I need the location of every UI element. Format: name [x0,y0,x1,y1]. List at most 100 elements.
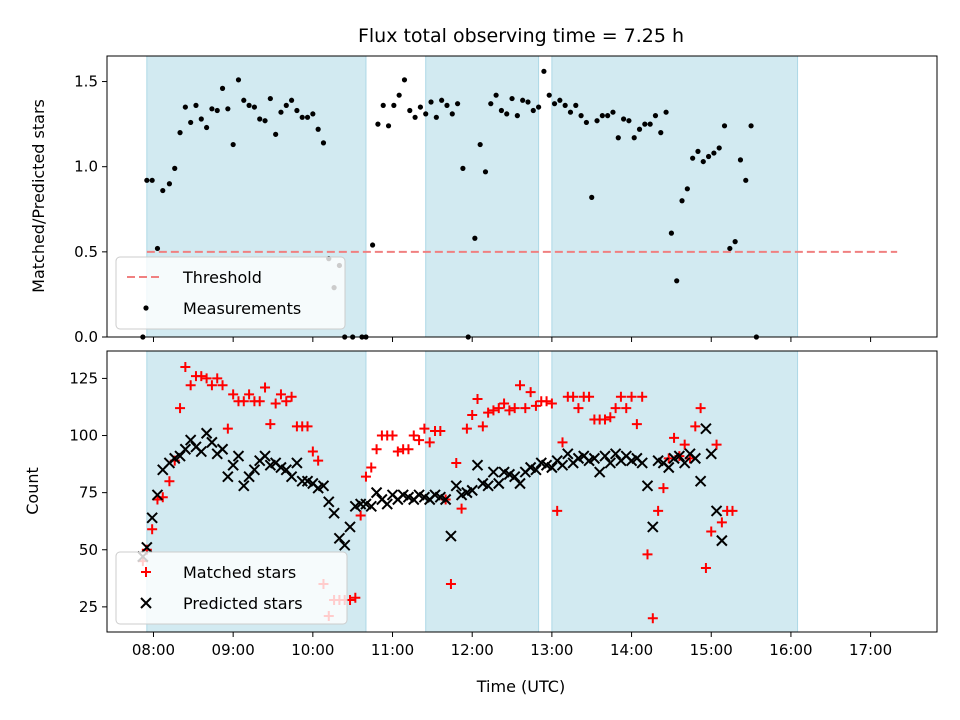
matched-star-point [244,389,255,400]
matched-star-point [164,476,175,487]
matched-star-point [690,421,701,432]
measurement-point [214,107,220,114]
legend: Matched stars Predicted stars [115,551,348,625]
matched-star-point [573,403,584,414]
predicted-star-point [471,459,484,471]
measurement-point [477,141,483,148]
matched-star-point [360,471,371,482]
measurement-point [578,113,584,119]
predicted-star-point [200,427,213,439]
predicted-star-point [445,530,457,542]
measurement-point [530,107,536,114]
predicted-star-point [514,477,526,490]
predicted-star-point [482,480,494,492]
measurement-point [396,92,402,98]
legend-label: Predicted stars [183,594,303,613]
predicted-star-point [206,436,218,449]
predicted-star-point [232,450,245,462]
matched-star-point [371,444,382,455]
predicted-star-point [328,507,340,519]
matched-star-point [621,403,632,414]
matched-star-point [387,430,398,441]
predicted-star-point [562,448,574,460]
predicted-star-point [381,498,393,510]
measurement-point [636,126,643,132]
matched-star-point [546,398,557,409]
predicted-star-point [599,450,611,462]
x-tick-label: 16:00 [769,641,812,659]
predicted-star-point [195,445,207,458]
matched-star-point [477,421,488,432]
predicted-star-point [546,461,558,474]
measurement-point [589,194,595,200]
matched-star-point [520,403,531,414]
predicted-star-point [280,464,292,476]
matched-star-point [716,517,727,528]
top-y-axis-label: Matched/Predicted stars [29,99,48,293]
matched-star-point [222,423,233,434]
matched-star-point [435,425,446,436]
y-tick-label: 100 [69,427,98,445]
measurement-point [428,99,434,105]
measurement-point [417,104,424,110]
matched-star-point [265,419,276,430]
matched-star-point [175,403,186,414]
matched-star-point [403,444,414,455]
measurement-point [257,116,263,122]
legend-box [115,551,348,625]
measurement-point [401,77,408,83]
predicted-star-point [694,475,707,487]
observing-interval-span [425,350,540,633]
y-tick-label: 75 [79,484,98,502]
predicted-star-point [604,457,617,469]
predicted-star-point [710,505,723,517]
matched-star-point [700,563,711,574]
measurement-point [536,104,542,110]
predicted-star-point [216,443,229,455]
predicted-star-point [609,448,622,460]
measurement-point [700,158,706,165]
predicted-star-point [678,457,691,469]
matched-star-point [445,579,456,590]
matched-star-point [541,396,552,407]
measurement-point [246,102,252,108]
measurement-point [172,165,178,171]
y-tick-label: 0.0 [74,328,98,346]
measurement-point [149,177,155,183]
matched-star-point [509,403,520,414]
measurement-point [690,155,696,161]
measurement-point [748,123,754,129]
matched-star-point [727,505,738,516]
predicted-star-point [344,521,356,533]
matched-star-point [424,437,435,448]
measurement-point [423,111,429,117]
matched-star-point [451,457,462,468]
measurement-point [668,230,675,236]
matched-star-point [472,393,483,404]
matched-star-point [275,389,286,400]
measurement-point [449,111,455,117]
x-tick-label: 09:00 [212,641,255,659]
matched-star-point [147,524,158,535]
predicted-star-point [285,470,298,483]
measurement-point [304,114,311,120]
predicted-star-point [641,480,654,492]
measurement-point [310,111,316,117]
measurement-point [166,181,173,187]
measurement-point [144,177,150,183]
legend-matched-swatch [141,567,151,577]
predicted-star-point [700,422,712,435]
y-tick-label: 25 [79,598,98,616]
measurement-point [610,109,616,115]
measurement-point [695,148,701,154]
predicted-star-point [333,532,346,545]
predicted-star-point [689,452,702,465]
measurement-point [188,119,194,126]
matched-star-point [711,439,722,450]
measurement-point [557,97,563,103]
measurement-point [225,106,231,112]
measurement-point [520,97,526,103]
x-tick-label: 15:00 [690,641,733,659]
matched-star-point [552,505,563,516]
